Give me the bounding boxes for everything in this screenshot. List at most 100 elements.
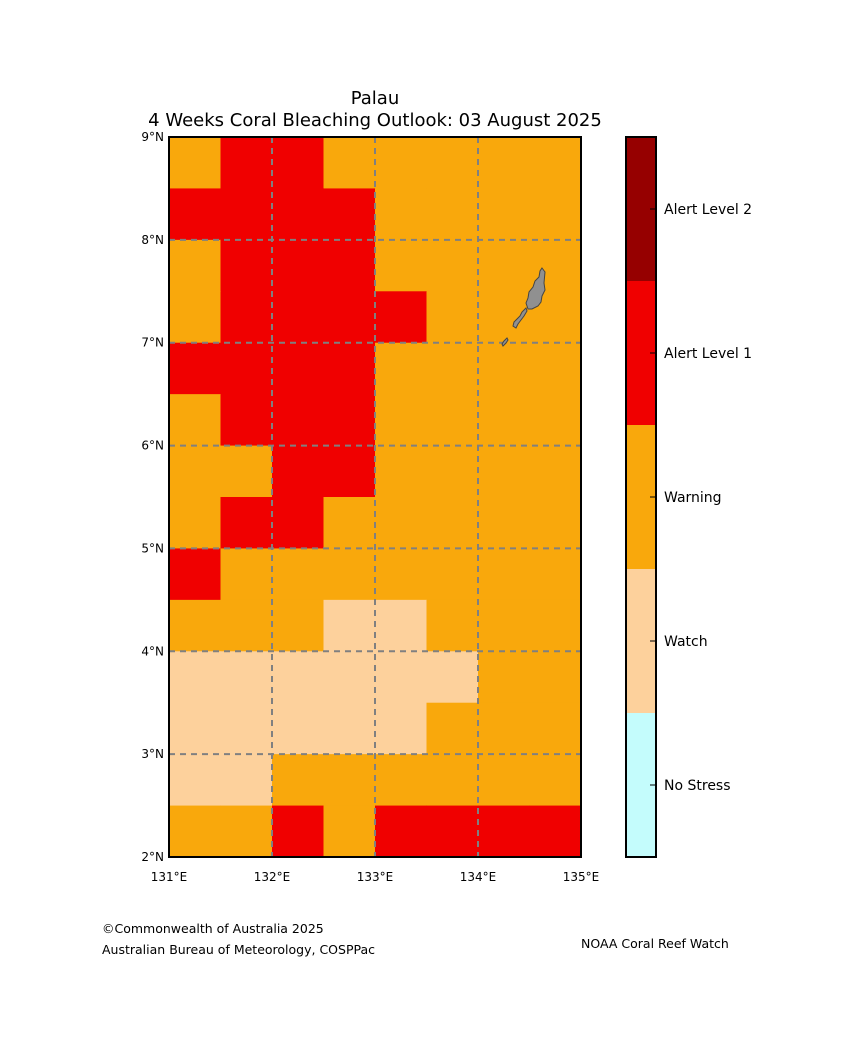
outlook-cell — [220, 188, 273, 241]
outlook-cell — [478, 342, 530, 395]
outlook-cell — [272, 548, 324, 601]
colorbar-frame — [625, 136, 657, 858]
outlook-cell — [426, 291, 479, 344]
babeldaob-island — [525, 267, 546, 310]
outlook-cell — [323, 394, 376, 447]
latitude-tick-label: 7°N — [141, 336, 164, 350]
longitude-tick-label: 134°E — [460, 870, 497, 884]
outlook-cell — [169, 188, 221, 241]
outlook-cell — [323, 754, 376, 807]
outlook-cell — [272, 599, 324, 652]
outlook-cell — [220, 548, 273, 601]
outlook-cell — [478, 651, 530, 704]
outlook-cell — [272, 445, 324, 498]
outlook-cell — [375, 548, 427, 601]
outlook-cell — [375, 342, 427, 395]
outlook-cell — [272, 651, 324, 704]
outlook-cell — [478, 188, 530, 241]
latitude-tick-labels: 2°N 3°N 4°N 5°N 6°N 7°N 8°N 9°N — [141, 130, 164, 864]
latitude-tick-label: 9°N — [141, 130, 164, 144]
outlook-cell — [426, 651, 479, 704]
latitude-tick-label: 2°N — [141, 850, 164, 864]
copyright-credit: ©Commonwealth of Australia 2025 Australi… — [102, 918, 375, 960]
outlook-cell — [478, 137, 530, 189]
latitude-tick-label: 8°N — [141, 233, 164, 247]
outlook-cell — [426, 394, 479, 447]
outlook-cell — [529, 137, 582, 189]
peleliu-island — [501, 337, 509, 347]
outlook-cell — [426, 599, 479, 652]
longitude-tick-labels: 131°E 132°E 133°E 134°E 135°E — [151, 870, 600, 884]
outlook-cell — [220, 702, 273, 755]
colorbar-label: No Stress — [664, 778, 731, 794]
outlook-cell — [323, 342, 376, 395]
map-title: Palau — [350, 88, 400, 109]
outlook-cell — [478, 805, 530, 858]
outlook-cell — [323, 239, 376, 292]
outlook-cell — [272, 137, 324, 189]
outlook-cell — [272, 702, 324, 755]
outlook-cell — [169, 754, 221, 807]
outlook-cell — [169, 497, 221, 549]
outlook-cell — [272, 754, 324, 807]
outlook-cell — [529, 805, 582, 858]
outlook-cell — [529, 445, 582, 498]
outlook-cell — [529, 548, 582, 601]
copyright-line: ©Commonwealth of Australia 2025 — [102, 921, 324, 936]
colorbar-label: Warning — [664, 490, 722, 506]
outlook-cell — [220, 342, 273, 395]
outlook-cell — [375, 497, 427, 549]
outlook-cell — [169, 445, 221, 498]
map-subtitle: 4 Weeks Coral Bleaching Outlook: 03 Augu… — [148, 110, 602, 131]
outlook-cell — [220, 497, 273, 549]
outlook-cell — [323, 805, 376, 858]
latitude-tick-label: 4°N — [141, 644, 164, 658]
outlook-cell — [426, 445, 479, 498]
outlook-cell — [529, 497, 582, 549]
outlook-cell — [323, 445, 376, 498]
outlook-cell — [169, 394, 221, 447]
outlook-cell — [375, 291, 427, 344]
outlook-cell — [272, 291, 324, 344]
outlook-cell — [220, 394, 273, 447]
outlook-cell — [169, 805, 221, 858]
outlook-grid-cells — [169, 137, 582, 858]
outlook-cell — [375, 239, 427, 292]
outlook-cell — [220, 805, 273, 858]
outlook-cell — [272, 342, 324, 395]
colorbar-label: Alert Level 1 — [664, 346, 752, 362]
latitude-tick-label: 5°N — [141, 541, 164, 555]
outlook-cell — [529, 342, 582, 395]
map-frame — [168, 136, 582, 858]
longitude-tick-label: 132°E — [254, 870, 291, 884]
outlook-cell — [169, 137, 221, 189]
outlook-cell — [220, 599, 273, 652]
outlook-cell — [478, 394, 530, 447]
palau-landmass — [501, 267, 546, 347]
outlook-cell — [323, 548, 376, 601]
outlook-cell — [478, 754, 530, 807]
outlook-cell — [375, 599, 427, 652]
outlook-cell — [169, 548, 221, 601]
outlook-cell — [169, 599, 221, 652]
outlook-cell — [323, 497, 376, 549]
longitude-tick-label: 133°E — [357, 870, 394, 884]
outlook-cell — [426, 342, 479, 395]
colorbar-label: Watch — [664, 634, 708, 650]
outlook-cell — [220, 754, 273, 807]
outlook-cell — [478, 239, 530, 292]
outlook-cell — [478, 445, 530, 498]
outlook-cell — [426, 754, 479, 807]
outlook-cell — [478, 702, 530, 755]
outlook-cell — [426, 137, 479, 189]
outlook-cell — [529, 394, 582, 447]
outlook-cell — [323, 651, 376, 704]
agency-line: Australian Bureau of Meteorology, COSPPa… — [102, 942, 375, 957]
alert-level-colorbar: No Stress Watch Warning Alert Level 1 Alert … — [625, 136, 752, 858]
outlook-cell — [220, 445, 273, 498]
outlook-cell — [375, 651, 427, 704]
outlook-cell — [426, 805, 479, 858]
outlook-cell — [478, 548, 530, 601]
outlook-cell — [323, 291, 376, 344]
